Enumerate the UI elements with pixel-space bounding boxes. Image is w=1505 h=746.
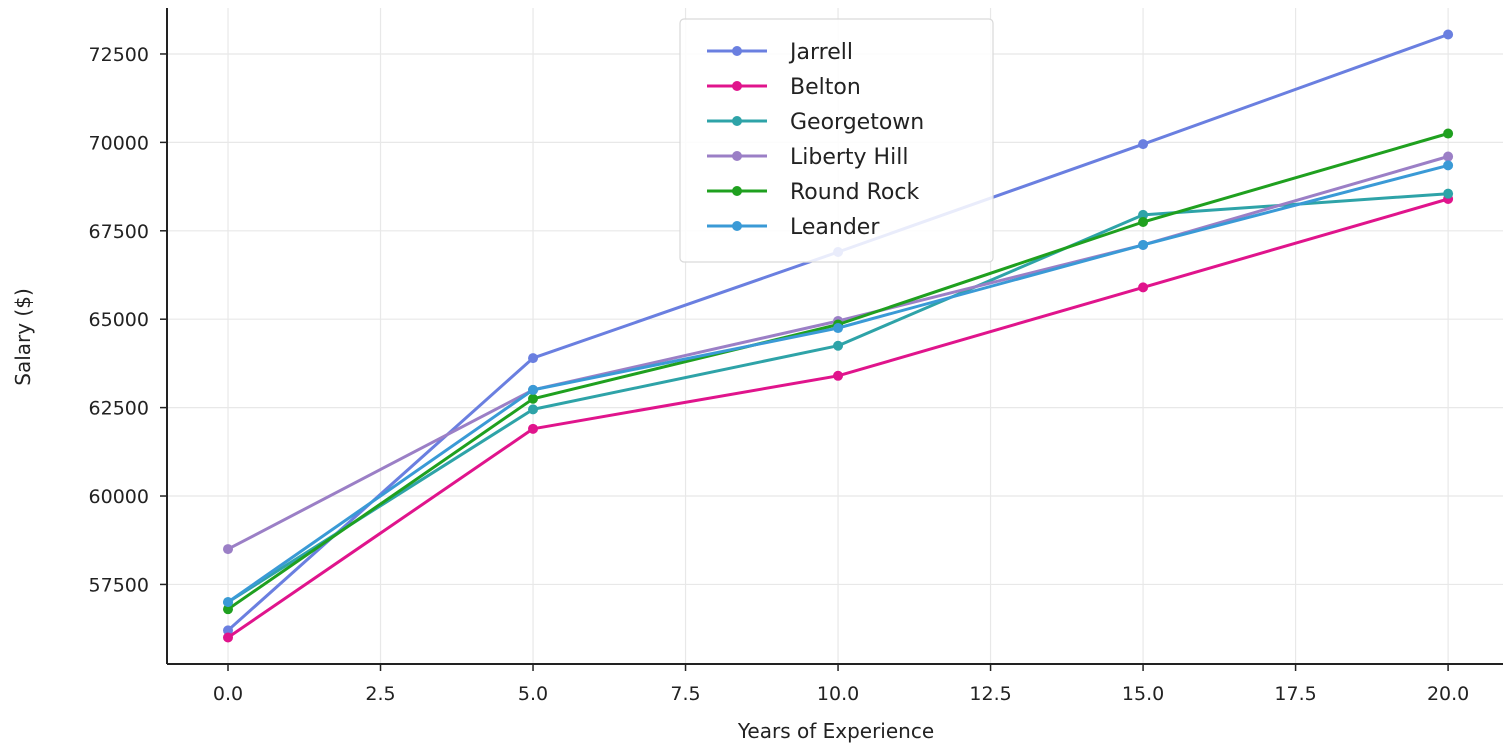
y-tick-label: 67500	[89, 221, 149, 243]
data-point-leander	[1138, 239, 1149, 250]
legend-label: Georgetown	[790, 110, 924, 135]
x-tick-label: 5.0	[518, 683, 548, 705]
x-tick-label: 0.0	[213, 683, 243, 705]
y-tick-label: 65000	[89, 309, 149, 331]
x-tick-label: 2.5	[365, 683, 395, 705]
legend-marker	[732, 46, 742, 56]
data-point-leander	[528, 384, 539, 395]
data-point-jarrell	[1443, 29, 1454, 40]
data-point-round-rock	[528, 393, 539, 404]
legend-box	[679, 18, 994, 263]
legend-label: Leander	[790, 215, 880, 240]
data-point-leander	[833, 323, 844, 334]
data-point-round-rock	[223, 604, 234, 615]
x-tick-label: 7.5	[670, 683, 700, 705]
y-axis-title: Salary ($)	[11, 288, 35, 386]
legend-label: Jarrell	[788, 40, 853, 65]
data-point-georgetown	[528, 404, 539, 415]
legend-marker	[732, 81, 742, 91]
legend: Jarrell Belton Georgetown Liberty Hill Round…	[679, 18, 994, 263]
data-point-leander	[1443, 160, 1454, 171]
x-tick-label: 17.5	[1274, 683, 1316, 705]
data-point-round-rock	[1443, 128, 1454, 139]
legend-marker	[732, 151, 742, 161]
legend-item-leander: Leander	[707, 215, 880, 240]
y-tick-label: 72500	[89, 44, 149, 66]
series-leander	[223, 160, 1454, 608]
y-tick-label: 60000	[89, 486, 149, 508]
legend-item-round-rock: Round Rock	[707, 180, 919, 205]
legend-item-jarrell: Jarrell	[707, 40, 853, 65]
legend-marker	[732, 116, 742, 126]
x-axis-title: Years of Experience	[737, 719, 934, 743]
x-tick-label: 20.0	[1427, 683, 1469, 705]
y-tick-label: 70000	[89, 132, 149, 154]
data-point-round-rock	[1138, 216, 1149, 227]
data-point-belton	[528, 423, 539, 434]
axes	[166, 8, 1503, 665]
ticks: 0.0 2.5 5.0 7.5 10.0 12.5 15.0 17.5 20.0 57500 600…	[89, 44, 1470, 705]
data-point-belton	[223, 632, 234, 643]
y-tick-label: 62500	[89, 398, 149, 420]
data-point-belton	[1138, 282, 1149, 293]
data-point-georgetown	[833, 340, 844, 351]
data-point-liberty-hill	[1443, 151, 1454, 162]
data-point-jarrell	[528, 353, 539, 364]
data-point-georgetown	[1443, 188, 1454, 199]
data-point-belton	[833, 370, 844, 381]
legend-item-georgetown: Georgetown	[707, 110, 924, 135]
legend-label: Round Rock	[790, 180, 919, 205]
legend-item-belton: Belton	[707, 75, 861, 100]
data-point-jarrell	[1138, 139, 1149, 150]
data-point-georgetown	[1138, 209, 1149, 220]
x-tick-label: 15.0	[1122, 683, 1164, 705]
data-point-liberty-hill	[223, 544, 234, 555]
legend-marker	[732, 221, 742, 231]
legend-label: Belton	[790, 75, 861, 100]
legend-marker	[732, 186, 742, 196]
data-point-leander	[223, 597, 234, 608]
x-tick-label: 10.0	[817, 683, 859, 705]
y-tick-label: 57500	[89, 574, 149, 596]
legend-item-liberty-hill: Liberty Hill	[707, 145, 908, 170]
data-point-jarrell	[223, 625, 234, 636]
x-tick-label: 12.5	[969, 683, 1011, 705]
legend-label: Liberty Hill	[790, 145, 908, 170]
